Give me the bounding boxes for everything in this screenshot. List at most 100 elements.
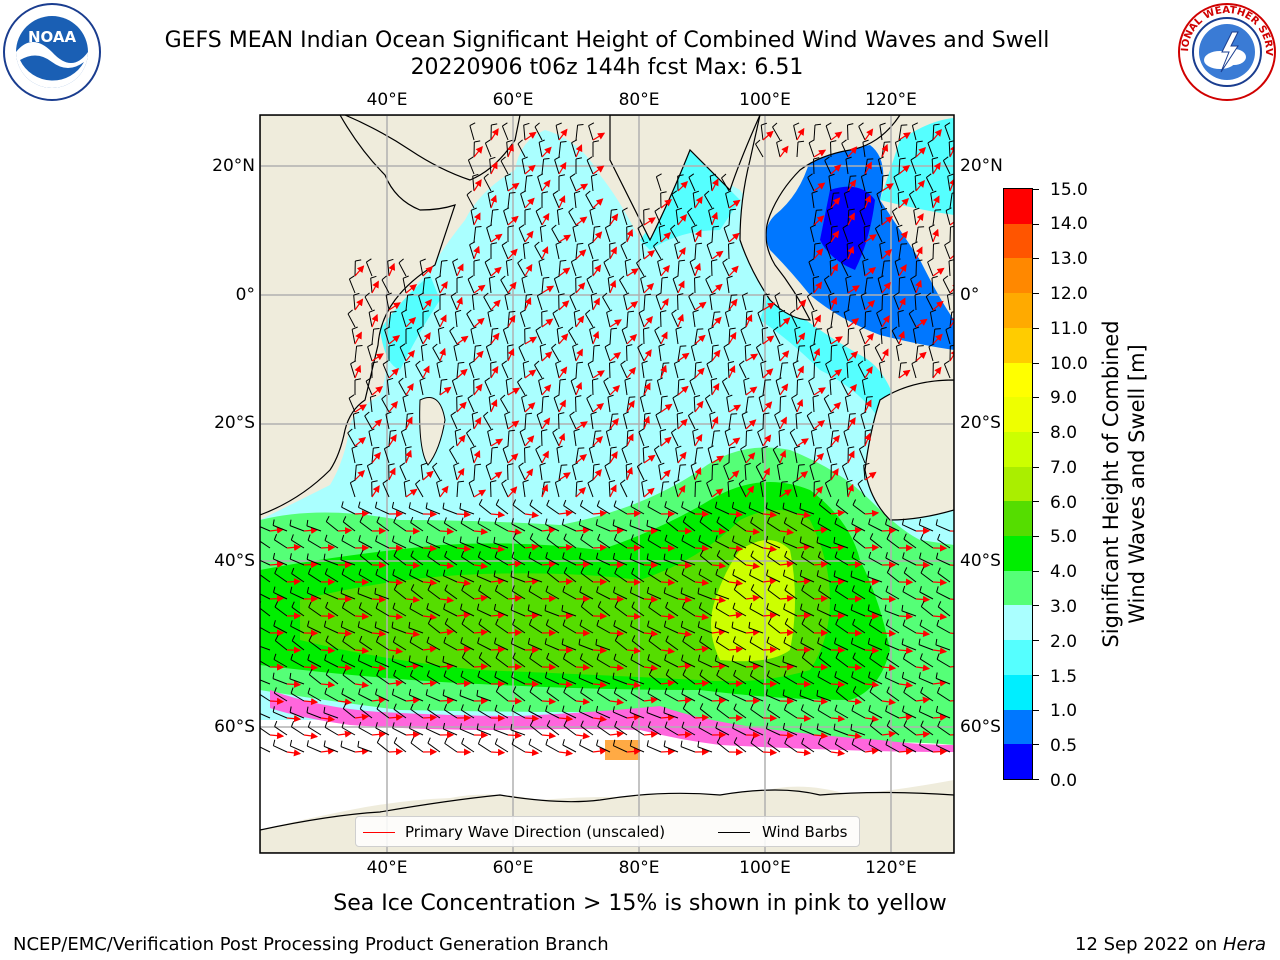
wind-barb xyxy=(840,381,849,396)
wind-barb-flag xyxy=(323,587,326,594)
wind-barb xyxy=(604,227,611,243)
wind-barb xyxy=(426,541,441,549)
wind-barb-flag xyxy=(490,242,497,245)
wind-barb-flag xyxy=(716,550,721,557)
wind-barb xyxy=(660,277,663,294)
wave-direction-arrow xyxy=(524,369,537,379)
wind-barb-flag xyxy=(546,566,551,573)
wind-barb xyxy=(592,431,596,447)
wind-barb-flag xyxy=(622,207,628,212)
wave-direction-arrow xyxy=(847,561,863,569)
wind-barb xyxy=(558,379,561,396)
wind-barb xyxy=(809,346,815,362)
wind-barb xyxy=(811,193,815,209)
wind-barb xyxy=(791,397,798,413)
wind-barb-flag xyxy=(393,516,397,523)
wave-direction-arrow xyxy=(660,578,676,586)
wind-barb xyxy=(766,574,781,583)
wind-barb xyxy=(728,243,730,260)
wind-barb xyxy=(844,397,849,413)
wave-direction-arrow xyxy=(847,179,857,192)
wind-barb xyxy=(442,508,458,515)
wave-direction-arrow xyxy=(575,663,591,671)
wave-direction-arrow xyxy=(813,281,823,294)
wind-barb-flag xyxy=(885,619,889,626)
wind-barb-flag xyxy=(767,550,771,557)
wave-direction-arrow xyxy=(830,578,846,586)
wind-barb xyxy=(289,525,305,532)
sea-ice-caption: Sea Ice Concentration > 15% is shown in … xyxy=(333,891,947,916)
wave-direction-arrow xyxy=(524,263,533,277)
wind-barb xyxy=(444,522,458,532)
wind-barb-flag xyxy=(341,602,346,608)
wave-direction-arrow xyxy=(422,470,434,481)
wind-barb-flag xyxy=(915,174,922,177)
wind-barb xyxy=(477,609,492,617)
wind-barb-flag xyxy=(351,326,358,330)
wind-barb-flag xyxy=(911,241,918,245)
wind-barb-flag xyxy=(341,501,344,508)
wind-barb xyxy=(341,626,356,634)
wind-barb xyxy=(817,609,832,617)
wind-barb-flag xyxy=(544,604,547,611)
wind-barb-flag xyxy=(388,344,395,347)
wind-barb-flag xyxy=(405,446,412,449)
wind-barb xyxy=(862,261,866,277)
wind-barb xyxy=(639,397,645,413)
wind-barb-flag xyxy=(641,360,648,364)
wave-direction-arrow xyxy=(881,281,891,294)
wave-direction-arrow xyxy=(796,438,809,447)
wind-barb xyxy=(740,448,747,464)
wind-barb xyxy=(759,482,764,498)
wind-barb-flag xyxy=(867,570,870,577)
wind-barb xyxy=(824,482,832,498)
wind-barb xyxy=(538,261,543,277)
wind-barb xyxy=(575,244,578,260)
wind-barb xyxy=(778,311,781,328)
wind-barb xyxy=(760,363,764,379)
colorbar-segment xyxy=(1004,397,1032,432)
wave-direction-arrow xyxy=(473,450,481,464)
wave-direction-arrow xyxy=(728,545,744,553)
wind-barb xyxy=(580,538,594,549)
wave-direction-arrow xyxy=(728,437,741,447)
wind-barb-flag xyxy=(502,445,509,450)
wind-barb-flag xyxy=(492,327,499,330)
wind-barb-flag xyxy=(689,258,696,263)
wind-barb xyxy=(741,414,747,430)
wind-barb xyxy=(800,575,815,583)
wind-barb xyxy=(779,396,781,413)
wind-barb-flag xyxy=(682,516,687,523)
wave-direction-arrow xyxy=(541,318,554,328)
wind-barb xyxy=(376,641,390,651)
wind-barb-flag xyxy=(625,258,632,262)
wind-barb xyxy=(524,447,526,464)
wind-barb xyxy=(528,590,543,600)
wave-direction-arrow xyxy=(524,197,535,209)
wind-barb xyxy=(609,414,613,430)
wind-barb-flag xyxy=(876,190,883,195)
wind-barb-flag xyxy=(289,586,293,593)
wind-barb xyxy=(511,523,526,532)
wind-barb-flag xyxy=(773,326,779,331)
wind-barb-flag xyxy=(691,343,698,347)
wind-barb xyxy=(903,572,917,583)
wind-barb-flag xyxy=(630,534,634,541)
wind-barb-flag xyxy=(426,603,429,610)
wind-barb xyxy=(927,261,934,277)
wave-direction-arrow xyxy=(269,697,285,705)
wind-barb xyxy=(677,346,681,362)
wind-barb xyxy=(393,641,407,651)
wave-direction-arrow xyxy=(626,400,635,413)
wind-barb xyxy=(590,176,594,192)
wave-direction-arrow xyxy=(507,281,517,294)
wind-barb-flag xyxy=(503,207,510,212)
wave-direction-arrow xyxy=(711,596,727,604)
wave-direction-arrow xyxy=(490,161,498,175)
wind-barb-flag xyxy=(637,224,644,229)
wind-barb xyxy=(469,244,475,260)
colorbar-segment xyxy=(1004,640,1032,675)
wind-barb xyxy=(647,539,662,549)
wind-barb xyxy=(847,328,849,345)
wind-barb-flag xyxy=(860,411,867,416)
